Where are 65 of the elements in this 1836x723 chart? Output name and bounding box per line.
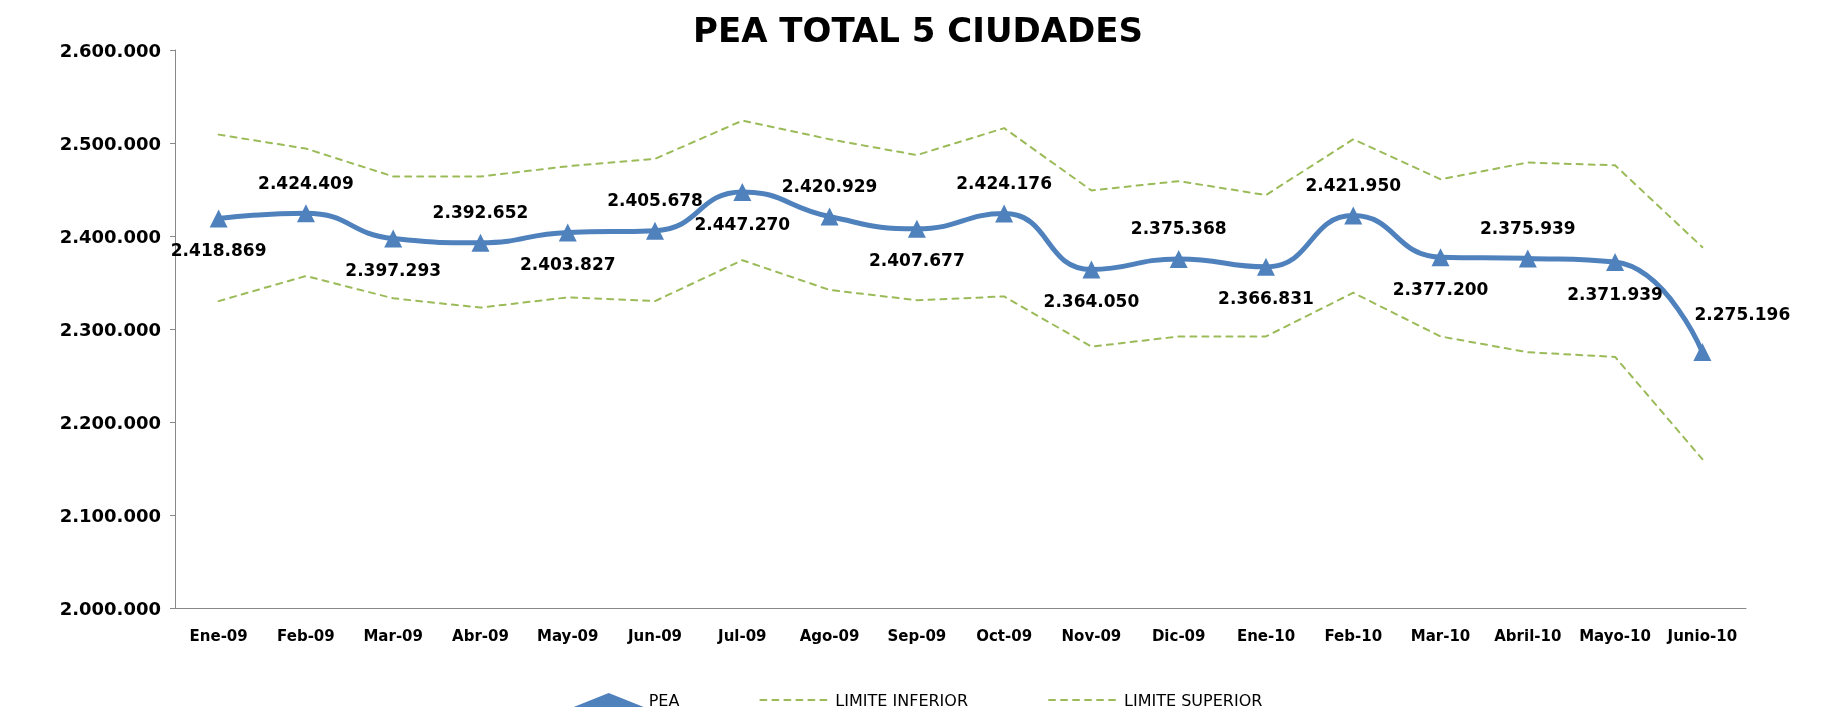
data-label: 2.447.270 <box>694 213 791 234</box>
x-tick-label: Nov-09 <box>1061 626 1122 645</box>
data-label: 2.375.939 <box>1479 217 1576 238</box>
data-label: 2.377.200 <box>1392 278 1489 299</box>
point <box>1606 253 1625 272</box>
data-label: 2.375.368 <box>1130 218 1227 239</box>
y-tick-label: 2.500.000 <box>59 132 161 154</box>
x-tick-label: Sep-09 <box>887 626 947 645</box>
x-tick-label: Ene-09 <box>189 626 248 645</box>
data-label: 2.424.176 <box>956 173 1052 194</box>
data-label: 2.403.827 <box>519 253 616 274</box>
data-label: 2.371.939 <box>1567 283 1663 304</box>
point <box>1169 249 1188 268</box>
y-tick-label: 2.200.000 <box>59 411 161 433</box>
data-label: 2.366.831 <box>1218 288 1314 309</box>
x-tick-label: Dic-09 <box>1151 626 1206 645</box>
x-tick-label: Feb-09 <box>277 626 335 645</box>
point <box>558 223 577 242</box>
data-label: 2.418.869 <box>170 239 267 260</box>
legend-label: PEA <box>648 690 680 710</box>
data-label: 2.407.677 <box>869 250 965 271</box>
x-tick-label: Jul-09 <box>717 626 767 645</box>
x-tick-label: Ene-10 <box>1236 626 1296 645</box>
x-tick-label: Mar-10 <box>1410 626 1471 645</box>
x-tick-label: Mayo-10 <box>1579 626 1651 645</box>
x-tick-label: Abr-09 <box>452 626 509 645</box>
y-tick-label: 2.000.000 <box>59 597 161 619</box>
x-tick-label: Mar-09 <box>363 626 423 645</box>
data-label: 2.405.678 <box>607 190 703 211</box>
point <box>907 219 926 238</box>
data-label: 2.421.950 <box>1305 175 1402 196</box>
point <box>995 204 1014 223</box>
x-tick-label: Ago-09 <box>799 626 860 645</box>
x-tick-label: Abril-10 <box>1494 626 1562 645</box>
data-label: 2.364.050 <box>1043 290 1140 311</box>
point <box>1693 343 1712 362</box>
y-tick-label: 2.300.000 <box>59 318 161 340</box>
y-tick-label: 2.100.000 <box>59 504 161 526</box>
y-tick-label: 2.600.000 <box>59 39 161 61</box>
y-tick-label: 2.400.000 <box>59 225 161 247</box>
data-label: 2.392.652 <box>432 202 529 223</box>
x-tick-label: Junio-10 <box>1666 626 1738 645</box>
point <box>384 229 403 248</box>
point <box>1256 257 1275 276</box>
data-label: 2.420.929 <box>781 176 878 197</box>
point <box>296 204 315 223</box>
point <box>471 233 490 252</box>
data-label: 2.397.293 <box>345 260 442 281</box>
x-tick-label: Feb-10 <box>1324 626 1383 645</box>
chart-title: PEA TOTAL 5 CIUDADES <box>693 10 1143 50</box>
point <box>1518 249 1537 268</box>
x-tick-label: Oct-09 <box>976 626 1033 645</box>
x-tick-label: Jun-09 <box>627 626 683 645</box>
data-label: 2.275.196 <box>1694 303 1791 324</box>
legend-label: LIMITE SUPERIOR <box>1124 690 1263 710</box>
point <box>1082 260 1101 279</box>
point <box>1344 206 1363 225</box>
data-label: 2.424.409 <box>258 172 354 193</box>
legend-label: LIMITE INFERIOR <box>835 690 969 710</box>
x-tick-label: May-09 <box>537 626 599 645</box>
point <box>1431 248 1450 267</box>
point <box>733 183 752 202</box>
point <box>646 221 665 240</box>
point <box>820 207 839 226</box>
point <box>209 209 228 228</box>
